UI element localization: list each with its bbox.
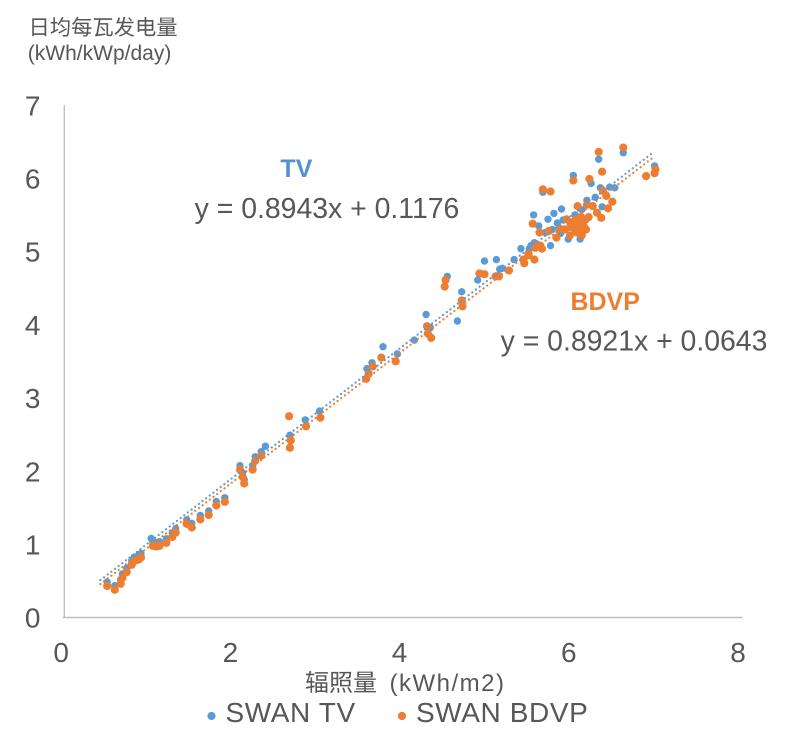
svg-text:6: 6: [561, 637, 577, 668]
svg-text:y = 0.8921x + 0.0643: y = 0.8921x + 0.0643: [501, 326, 768, 358]
svg-text:y = 0.8943x + 0.1176: y = 0.8943x + 0.1176: [195, 193, 460, 225]
svg-text:0: 0: [53, 637, 69, 668]
svg-text:TV: TV: [280, 155, 312, 183]
svg-text:(kWh/kWp/day): (kWh/kWp/day): [28, 42, 172, 65]
svg-text:6: 6: [25, 164, 41, 195]
svg-text:SWAN TV: SWAN TV: [226, 697, 356, 728]
svg-text:4: 4: [25, 310, 41, 341]
svg-text:3: 3: [25, 383, 41, 414]
svg-text:1: 1: [25, 530, 41, 561]
svg-text:0: 0: [25, 603, 41, 634]
svg-text:5: 5: [25, 237, 41, 268]
svg-text:2: 2: [25, 456, 41, 487]
svg-text:8: 8: [730, 637, 746, 668]
svg-text:4: 4: [392, 637, 408, 668]
svg-text:BDVP: BDVP: [570, 288, 639, 316]
svg-text:7: 7: [25, 90, 41, 121]
svg-text:(kWh/m2): (kWh/m2): [390, 670, 506, 697]
svg-text:SWAN BDVP: SWAN BDVP: [416, 697, 588, 728]
svg-text:2: 2: [223, 637, 239, 668]
